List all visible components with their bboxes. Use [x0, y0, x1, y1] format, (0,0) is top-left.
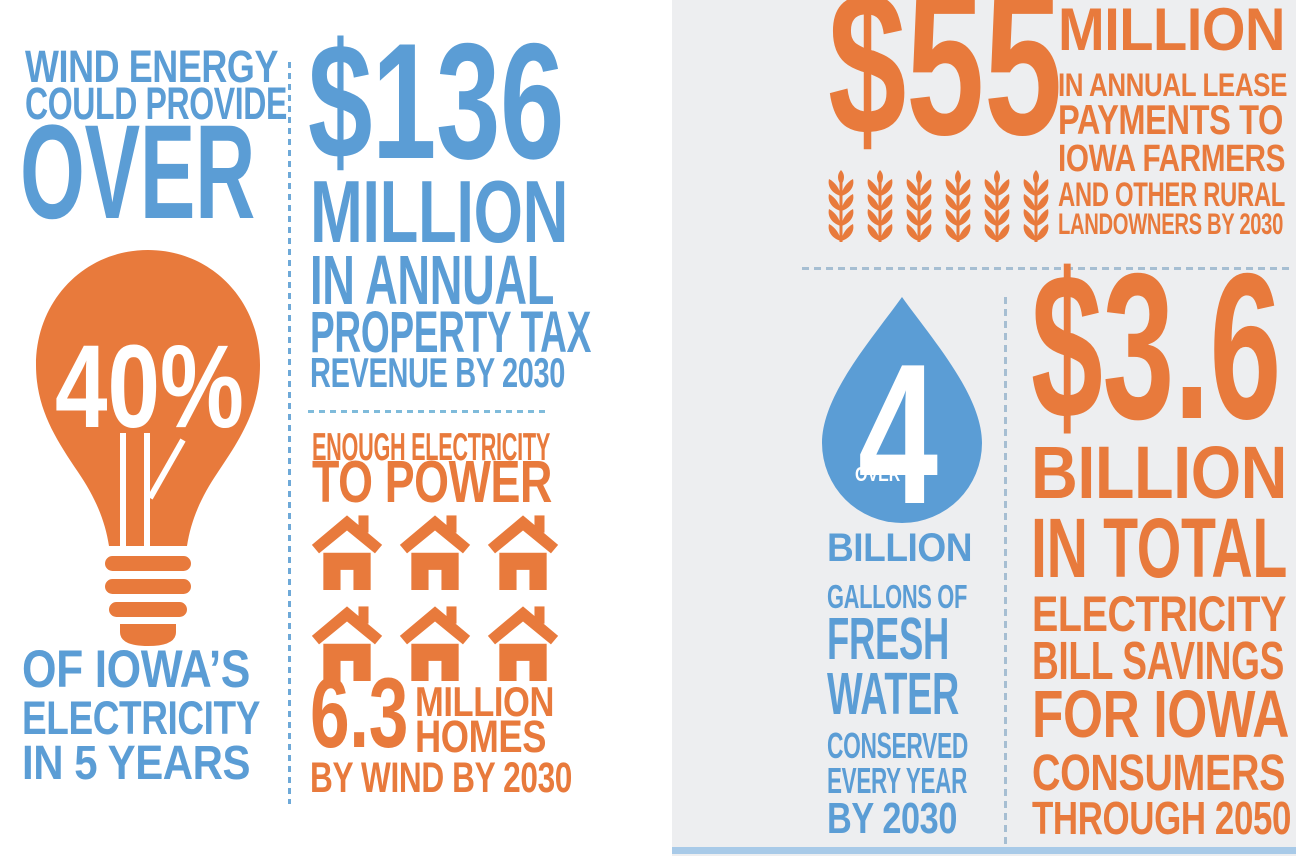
- water-line: EVERY YEAR: [827, 760, 967, 801]
- water-line: GALLONS OF: [827, 578, 967, 615]
- homes-intro-line: ENOUGH ELECTRICITY: [312, 426, 550, 469]
- savings-line: FOR IOWA: [1032, 677, 1289, 752]
- property-tax-line: MILLION: [310, 162, 568, 261]
- headline-line: COULD PROVIDE: [25, 78, 287, 129]
- lease-line: PAYMENTS TO: [1058, 96, 1283, 143]
- water-line: FRESH: [827, 606, 949, 672]
- subline: ELECTRICITY: [22, 691, 260, 744]
- right-panel-background: [672, 0, 1296, 856]
- savings-amount: $3.6: [1031, 231, 1281, 463]
- divider-left-vertical: [288, 62, 291, 804]
- lease-line: IOWA FARMERS: [1058, 138, 1285, 180]
- property-tax-line: REVENUE BY 2030: [310, 349, 565, 396]
- house-icon: [487, 514, 559, 590]
- water-line: CONSERVED: [827, 725, 968, 766]
- subline: OF IOWA’S: [22, 640, 250, 699]
- house-icon: [399, 605, 471, 681]
- water-drop-icon: OVER 4: [822, 297, 982, 523]
- divider-right-horizontal: [802, 267, 1292, 270]
- homes-side-line: HOMES: [415, 711, 546, 762]
- water-line: BILLION: [827, 526, 972, 570]
- bottom-accent-bar: [672, 847, 1296, 854]
- lease-line: MILLION: [1058, 0, 1285, 63]
- lease-line: IN ANNUAL LEASE: [1058, 67, 1287, 103]
- wheat-icon: [863, 170, 897, 242]
- bulb-percent-value: 40%: [55, 320, 244, 453]
- homes-intro-line: TO POWER: [312, 449, 552, 515]
- water-line: WATER: [827, 661, 959, 727]
- wheat-icon: [941, 170, 975, 242]
- divider-right-vertical: [1004, 297, 1007, 845]
- property-tax-line: PROPERTY TAX: [310, 300, 591, 365]
- wheat-icon: [980, 170, 1014, 242]
- lease-line: AND OTHER RURAL: [1058, 176, 1285, 214]
- water-over-label: OVER: [855, 463, 900, 485]
- savings-line: BILLION: [1031, 431, 1287, 514]
- lightbulb-icon: 40%: [36, 250, 260, 646]
- subline: IN 5 YEARS: [22, 737, 250, 790]
- savings-line: THROUGH 2050: [1032, 792, 1291, 844]
- savings-line: IN TOTAL: [1031, 501, 1287, 595]
- house-icon: [487, 605, 559, 681]
- homes-footer: BY WIND BY 2030: [310, 754, 572, 802]
- house-icon: [311, 514, 383, 590]
- savings-line: BILL SAVINGS: [1032, 631, 1284, 691]
- headline-line: WIND ENERGY: [25, 41, 278, 92]
- divider-left-horizontal: [308, 410, 548, 413]
- house-icon: [399, 514, 471, 590]
- water-line: BY 2030: [827, 794, 957, 843]
- lease-line: LANDOWNERS BY 2030: [1058, 208, 1283, 241]
- house-icon-grid: [311, 514, 563, 681]
- water-amount: 4: [858, 322, 938, 523]
- lease-amount: $55: [828, 0, 1062, 178]
- headline-line: OVER: [20, 98, 255, 247]
- wheat-icon-row: [824, 170, 1053, 242]
- property-tax-amount: $136: [308, 9, 564, 193]
- homes-amount: 6.3: [310, 657, 408, 768]
- bulb-filament: [120, 433, 186, 546]
- homes-side-line: MILLION: [415, 678, 554, 725]
- savings-line: CONSUMERS: [1032, 744, 1285, 801]
- wheat-icon: [902, 170, 936, 242]
- wheat-icon: [824, 170, 858, 242]
- property-tax-line: IN ANNUAL: [310, 241, 554, 319]
- savings-line: ELECTRICITY: [1032, 586, 1286, 642]
